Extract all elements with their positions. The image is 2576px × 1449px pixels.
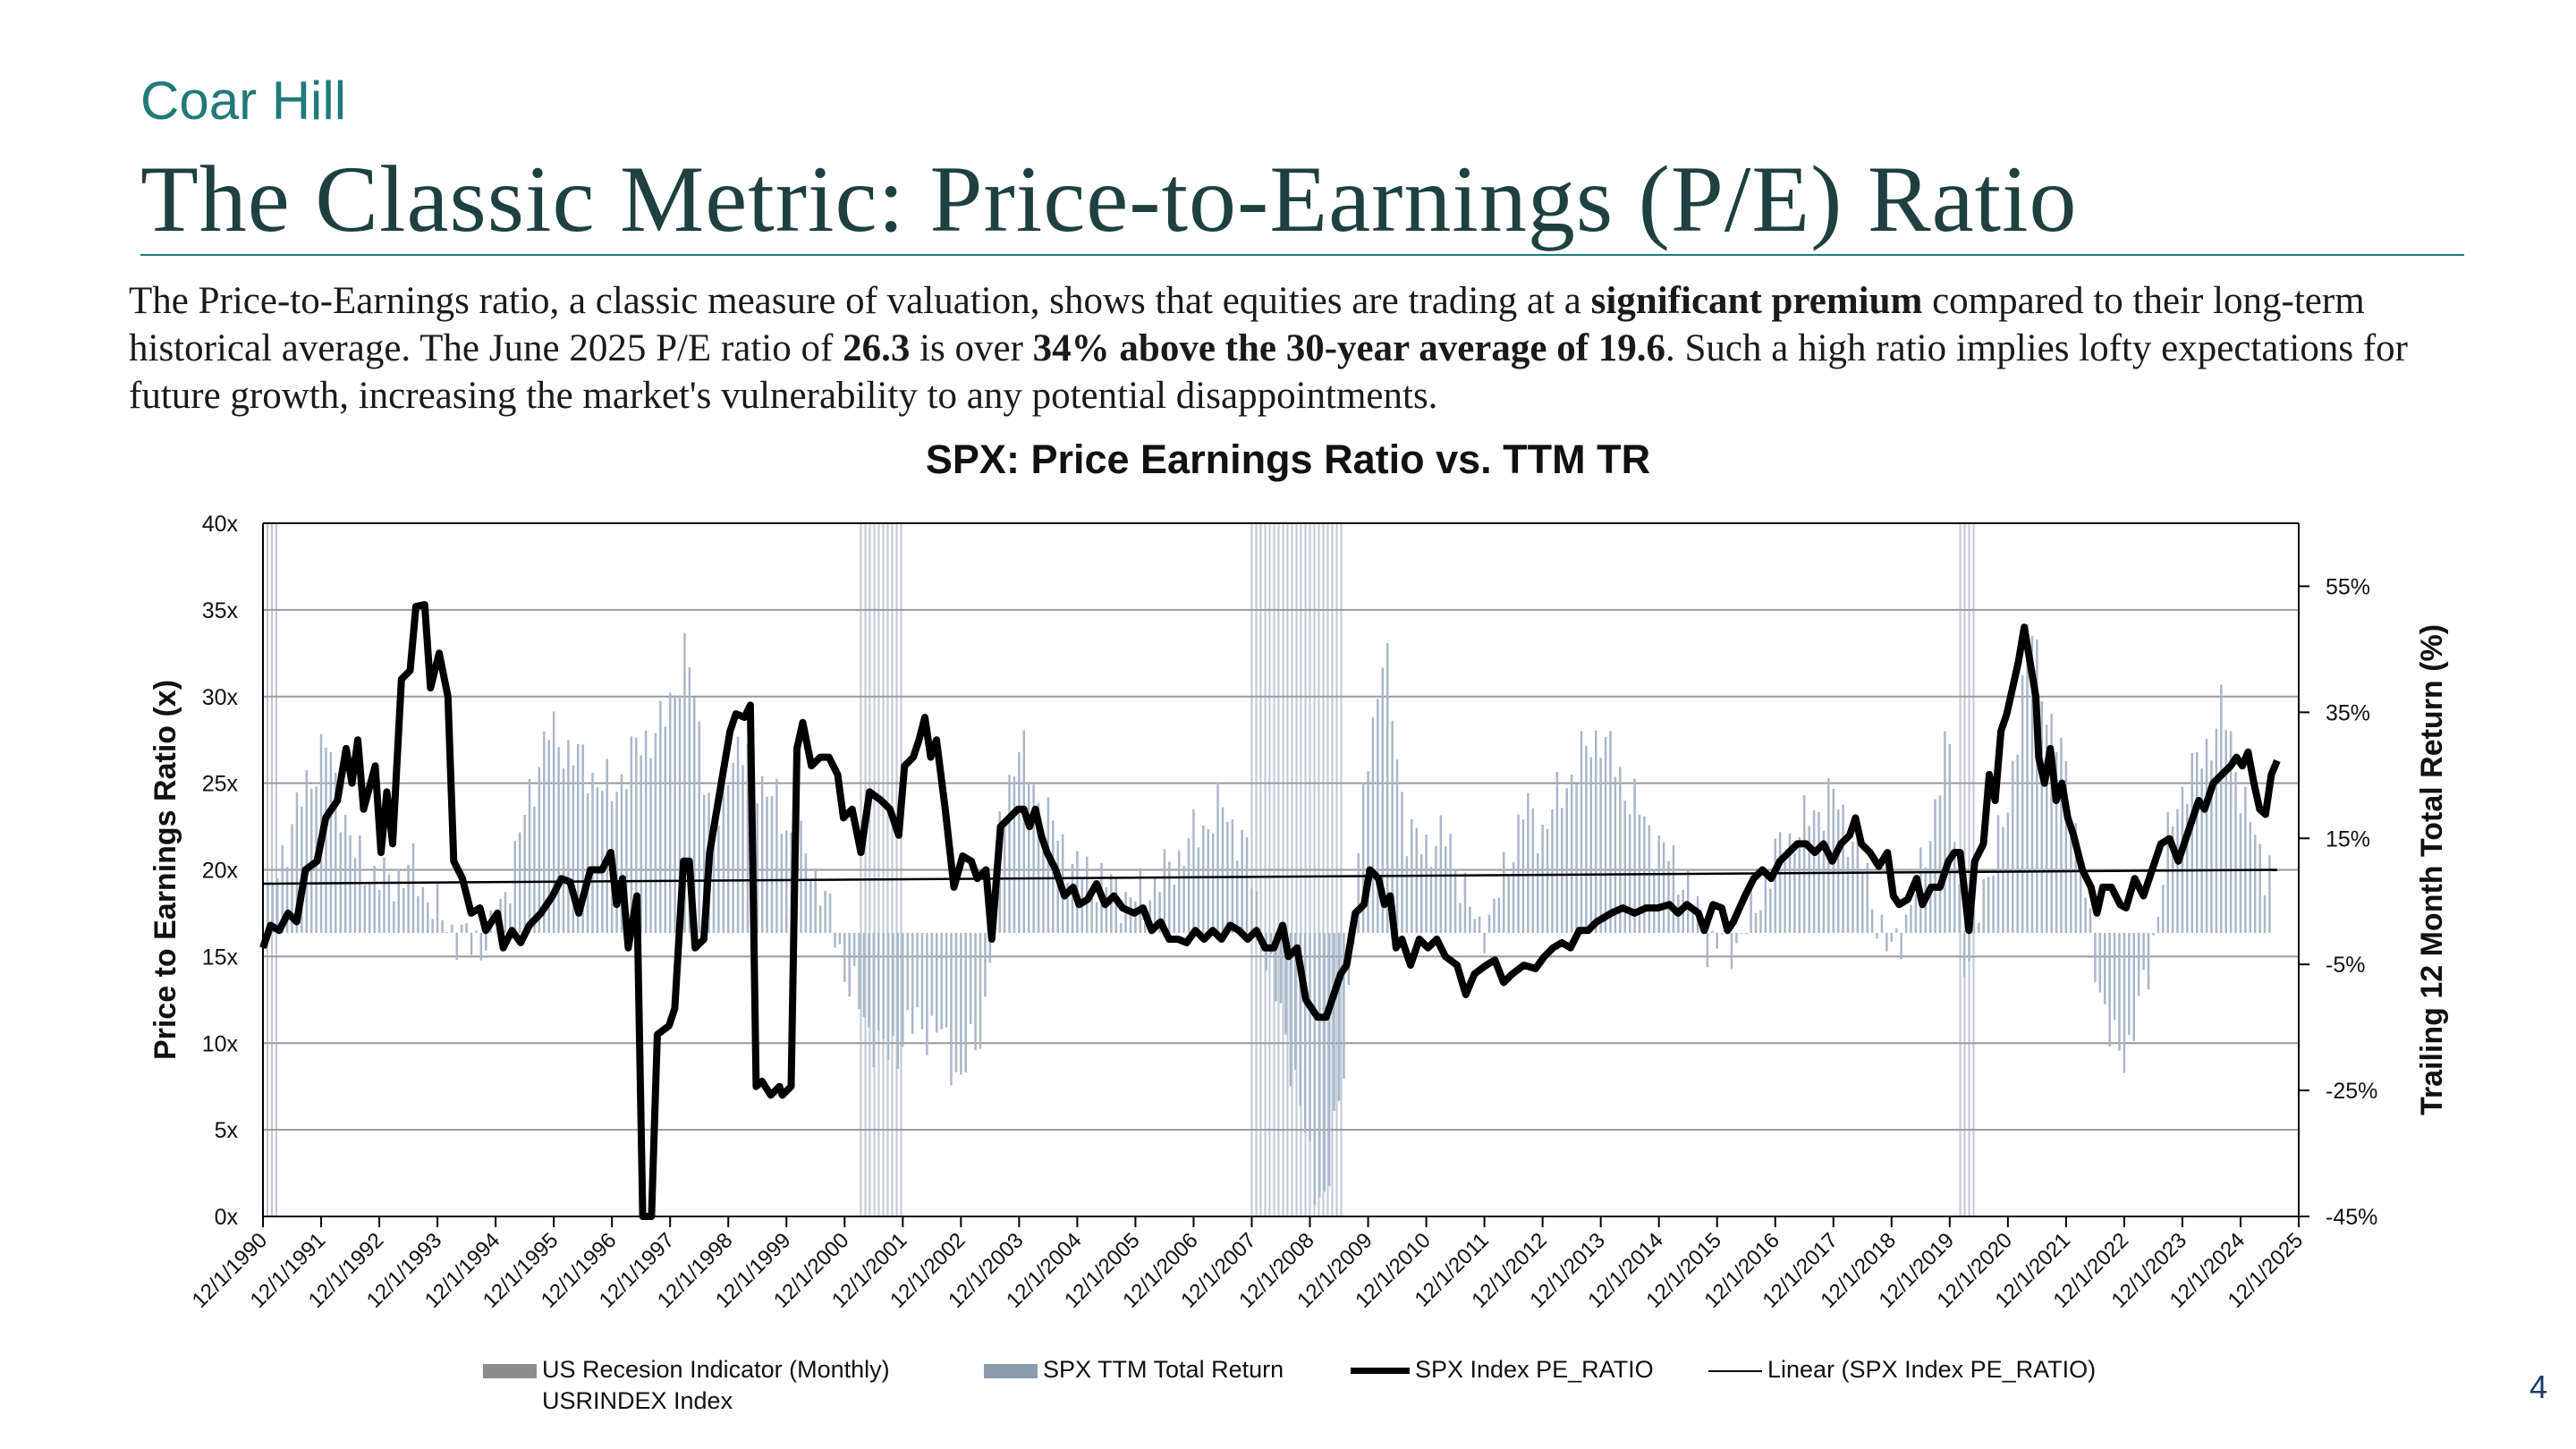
y2-tick-label: -5%: [2326, 953, 2365, 978]
y-tick-label: 40x: [202, 512, 239, 537]
legend-label-trend: Linear (SPX Index PE_RATIO): [1767, 1356, 2097, 1383]
chart-title: SPX: Price Earnings Ratio vs. TTM TR: [925, 436, 1651, 482]
y-tick-label: 20x: [202, 859, 239, 884]
legend-swatch-pe: [1351, 1368, 1410, 1375]
legend-swatch-ttm: [984, 1363, 1038, 1378]
legend-label-ttm: SPX TTM Total Return: [1043, 1356, 1284, 1383]
y2-tick-label: -25%: [2326, 1079, 2377, 1104]
axis-labels: 0x 5x 10x 15x 20x 25x 30x 35x 40x -45% -25% -5% 15% 3…: [148, 512, 2449, 1313]
axes: [262, 522, 2309, 1227]
y2-tick-label: -45%: [2326, 1205, 2377, 1230]
y2-tick-label: 35%: [2326, 700, 2370, 725]
legend-item-recession: US Recesion Indicator (Monthly) USRINDEX…: [483, 1356, 890, 1415]
y2-axis-title: Trailing 12 Month Total Return (%): [2415, 624, 2449, 1115]
body-text-2: compared to their long-term historical a…: [129, 280, 2365, 369]
legend-label-recession: US Recesion Indicator (Monthly): [542, 1356, 890, 1383]
body-bold-2: 26.3: [843, 327, 911, 369]
y-tick-label: 0x: [215, 1205, 239, 1230]
legend-label-recession-line2: USRINDEX Index: [542, 1387, 733, 1414]
legend-item-pe: SPX Index PE_RATIO: [1351, 1356, 1654, 1384]
body-bold-1: significant premium: [1590, 280, 1923, 322]
body-text-1: The Price-to-Earnings ratio, a classic m…: [129, 280, 1591, 322]
body-text-4: . Such a high ratio implies lofty expect…: [129, 327, 2408, 417]
intro-paragraph: The Price-to-Earnings ratio, a classic m…: [129, 277, 2490, 419]
y-axis-title: Price to Earnings Ratio (x): [148, 680, 182, 1060]
y2-tick-label: 15%: [2326, 826, 2370, 852]
pe-ratio-series-line: [259, 601, 2281, 1220]
legend-swatch-trend: [1708, 1369, 1762, 1372]
y-tick-label: 15x: [202, 945, 239, 970]
y2-tick-label: 55%: [2326, 574, 2370, 599]
y-tick-label: 10x: [202, 1031, 239, 1056]
legend-item-trend: Linear (SPX Index PE_RATIO): [1708, 1356, 2096, 1384]
page-number: 4: [2529, 1368, 2548, 1405]
brand-name: Coar Hill: [140, 71, 347, 131]
y-tick-label: 35x: [202, 598, 239, 623]
pe-ratio-line: [259, 601, 2281, 1220]
body-bold-3: 34% above the 30-year average of 19.6: [1032, 327, 1666, 369]
y-tick-label: 30x: [202, 685, 239, 710]
body-text-3: is over: [910, 327, 1033, 369]
y-tick-label: 5x: [215, 1118, 239, 1143]
page-title: The Classic Metric: Price-to-Earnings (P…: [140, 147, 2078, 251]
legend-label-pe: SPX Index PE_RATIO: [1415, 1356, 1654, 1383]
y-tick-label: 25x: [202, 772, 239, 797]
legend-swatch-recession: [483, 1363, 537, 1378]
legend-item-ttm: SPX TTM Total Return: [984, 1356, 1284, 1384]
title-divider: [140, 254, 2464, 256]
